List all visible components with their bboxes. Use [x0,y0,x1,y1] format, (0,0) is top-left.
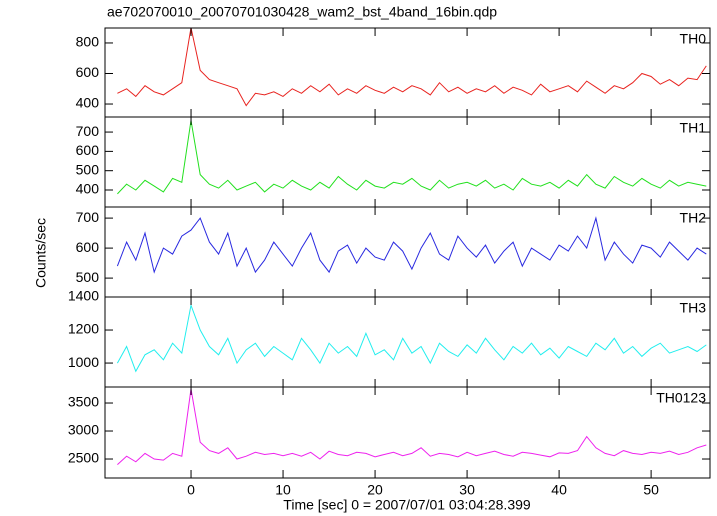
x-tick-label: 0 [187,482,195,498]
y-tick-label: 700 [76,209,100,225]
y-tick-label: 500 [76,269,100,285]
y-tick-label: 1000 [68,354,99,370]
light-curve [116,216,707,274]
x-tick-label: 50 [643,482,659,498]
panel-frame [104,386,711,479]
panel-label: TH0 [680,31,707,47]
y-tick-label: 700 [76,123,100,139]
y-tick-label: 400 [76,181,100,197]
y-tick-label: 2500 [68,450,99,466]
panel-label: TH1 [680,120,707,136]
panel-frame [104,116,711,208]
y-tick-label: 600 [76,142,100,158]
light-curve [117,120,707,195]
panel-frame [104,296,711,388]
y-tick-label: 3000 [68,422,99,438]
y-tick-label: 400 [76,95,100,111]
panel-frame [104,27,711,118]
light-curve [117,388,707,465]
panel-frame [104,206,711,298]
y-tick-label: 800 [76,34,100,50]
y-tick-label: 1200 [68,321,99,337]
light-curve [117,27,707,107]
y-tick-label: 500 [76,161,100,177]
x-tick-label: 20 [367,482,383,498]
panel-label: TH3 [680,300,707,316]
y-tick-label: 600 [76,64,100,80]
y-tick-label: 1400 [68,288,99,304]
x-tick-label: 30 [459,482,475,498]
y-axis-label: Counts/sec [33,218,49,288]
y-tick-label: 3500 [68,394,99,410]
x-tick-label: 40 [551,482,567,498]
x-axis-label: Time [sec] 0 = 2007/07/01 03:04:28.399 [283,497,531,513]
panel-label: TH0123 [656,390,706,406]
panel-label: TH2 [680,210,707,226]
light-curve [116,303,707,373]
chart-title: ae702070010_20070701030428_wam2_bst_4ban… [107,4,497,20]
y-tick-label: 600 [76,239,100,255]
x-tick-label: 10 [275,482,291,498]
